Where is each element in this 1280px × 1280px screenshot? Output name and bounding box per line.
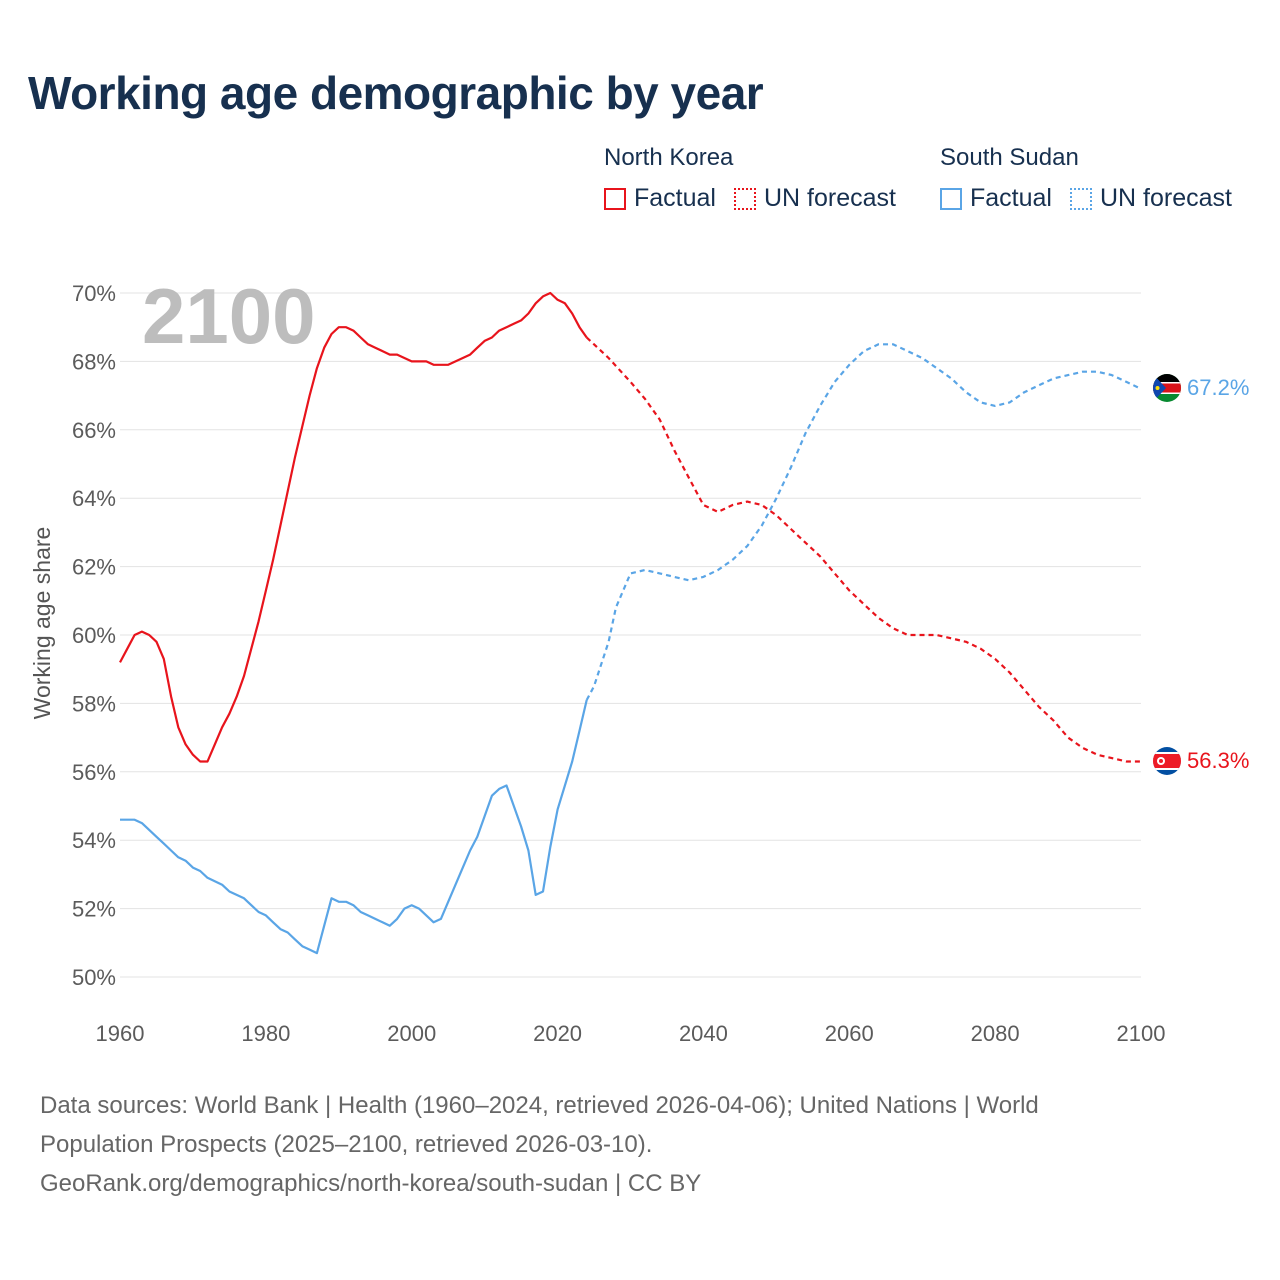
legend-country-south-sudan: South Sudan bbox=[940, 144, 1079, 171]
grid bbox=[120, 292, 1141, 978]
y-tick-label: 56% bbox=[72, 760, 116, 785]
x-tick-label: 1960 bbox=[96, 1021, 145, 1046]
x-tick-label: 2020 bbox=[533, 1021, 582, 1046]
y-tick-label: 52% bbox=[72, 897, 116, 922]
x-tick-label: 2040 bbox=[679, 1021, 728, 1046]
x-tick-label: 2060 bbox=[825, 1021, 874, 1046]
legend-swatch-south-sudan-forecast bbox=[1069, 187, 1092, 210]
y-tick-label: 70% bbox=[72, 281, 116, 306]
legend-country-north-korea: North Korea bbox=[604, 144, 734, 171]
series-line-north-korea-factual bbox=[119, 291, 588, 763]
legend-item-south-sudan-forecast[interactable]: UN forecast bbox=[1069, 184, 1232, 213]
chart-title: Working age demographic by year bbox=[28, 67, 764, 119]
y-tick-label: 58% bbox=[72, 691, 116, 716]
north-korea-flag-icon bbox=[1153, 747, 1181, 775]
year-overlay: 2100 bbox=[142, 272, 316, 360]
legend-south-sudan: South Sudan Factual UN forecast bbox=[940, 144, 1232, 213]
legend-label-north-korea-forecast: UN forecast bbox=[763, 184, 896, 212]
series-line-south-sudan-factual bbox=[120, 699, 588, 955]
legend-item-north-korea-forecast[interactable]: UN forecast bbox=[733, 184, 896, 213]
legend-label-south-sudan-forecast: UN forecast bbox=[1099, 184, 1232, 212]
legend-swatch-north-korea-factual bbox=[604, 187, 626, 210]
y-tick-label: 64% bbox=[72, 486, 116, 511]
end-label-south-sudan: 67.2% bbox=[1187, 375, 1249, 400]
x-tick-label: 2000 bbox=[387, 1021, 436, 1046]
series-line-north-korea-forecast bbox=[585, 336, 1141, 763]
legend-label-north-korea-factual: Factual bbox=[634, 184, 716, 212]
x-tick-label: 2080 bbox=[971, 1021, 1020, 1046]
south-sudan-flag-icon bbox=[1153, 374, 1181, 402]
line-chart: 2100 50% 52% 54% 56% 58% 60% 62% 64% 66% 68% 70% 1… bbox=[29, 272, 1249, 1046]
y-tick-label: 62% bbox=[72, 555, 116, 580]
y-axis-title: Working age share bbox=[29, 527, 55, 720]
y-axis: 50% 52% 54% 56% 58% 60% 62% 64% 66% 68% 70% bbox=[72, 281, 116, 990]
sources-line-3[interactable]: GeoRank.org/demographics/north-korea/sou… bbox=[40, 1170, 702, 1197]
y-tick-label: 54% bbox=[72, 828, 116, 853]
y-tick-label: 60% bbox=[72, 623, 116, 648]
x-tick-label: 2100 bbox=[1117, 1021, 1166, 1046]
legend-swatch-north-korea-forecast bbox=[733, 187, 756, 210]
legend-swatch-south-sudan-factual bbox=[940, 187, 962, 210]
sources-line-2: Population Prospects (2025–2100, retriev… bbox=[40, 1131, 653, 1158]
x-tick-label: 1980 bbox=[241, 1021, 290, 1046]
sources-line-1: Data sources: World Bank | Health (1960–… bbox=[40, 1092, 1039, 1119]
legend-label-south-sudan-factual: Factual bbox=[970, 184, 1052, 212]
legend-item-north-korea-factual[interactable]: Factual bbox=[604, 184, 716, 213]
end-label-north-korea: 56.3% bbox=[1187, 748, 1249, 773]
series-lines bbox=[119, 291, 1142, 955]
y-tick-label: 66% bbox=[72, 418, 116, 443]
legend-north-korea: North Korea Factual UN forecast bbox=[604, 144, 914, 213]
series-line-south-sudan-forecast bbox=[585, 343, 1142, 701]
x-axis: 1960 1980 2000 2020 2040 2060 2080 2100 bbox=[96, 1021, 1166, 1046]
y-tick-label: 50% bbox=[72, 965, 116, 990]
legend-item-south-sudan-factual[interactable]: Factual bbox=[940, 184, 1052, 213]
y-tick-label: 68% bbox=[72, 349, 116, 374]
data-sources: Data sources: World Bank | Health (1960–… bbox=[40, 1086, 1200, 1203]
